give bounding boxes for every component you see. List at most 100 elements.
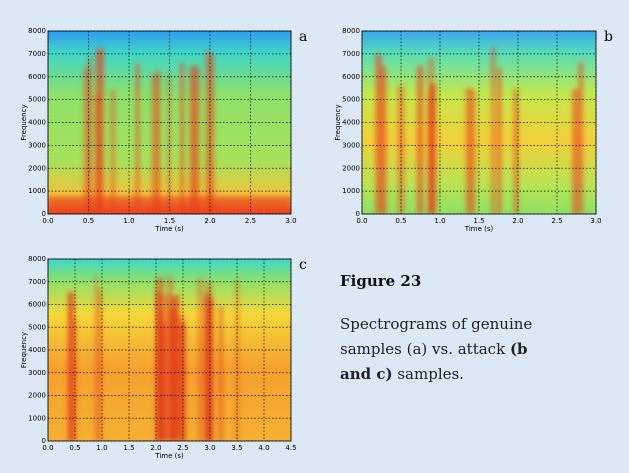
panel-letter: a	[299, 29, 307, 45]
y-tick-label: 1000	[28, 414, 46, 422]
stripe	[151, 73, 158, 214]
stripe	[205, 49, 211, 214]
y-tick-label: 3000	[28, 141, 46, 149]
x-tick-label: 0.5	[395, 217, 406, 225]
y-tick-label: 4000	[28, 346, 46, 354]
y-tick-label: 8000	[28, 255, 46, 263]
x-tick-label: 0.5	[83, 217, 94, 225]
caption-title: Figure 23	[340, 272, 422, 290]
x-tick-label: 0.0	[42, 444, 53, 452]
stripe	[94, 95, 100, 214]
stripe	[578, 62, 584, 214]
stripe	[205, 281, 212, 441]
y-tick-label: 3000	[28, 369, 46, 377]
x-tick-label: 1.0	[434, 217, 445, 225]
y-tick-label: 7000	[28, 278, 46, 286]
x-tick-label: 1.0	[123, 217, 134, 225]
x-tick-label: 3.5	[231, 444, 242, 452]
y-tick-label: 6000	[342, 73, 360, 81]
stripe	[67, 292, 74, 441]
stripe	[73, 318, 77, 441]
stripe	[208, 53, 215, 214]
stripe	[469, 89, 476, 214]
y-tick-label: 2000	[28, 392, 46, 400]
caption-text-part: Spectrograms of genuine samples (a) vs. …	[340, 315, 533, 358]
y-tick-label: 5000	[28, 96, 46, 104]
caption-text-part: samples.	[392, 365, 464, 383]
y-tick-label: 4000	[342, 119, 360, 127]
x-tick-label: 2.5	[245, 217, 256, 225]
y-tick-label: 1000	[28, 187, 46, 195]
stripe	[189, 66, 195, 214]
y-tick-label: 7000	[342, 50, 360, 58]
x-tick-label: 1.5	[473, 217, 484, 225]
stripe	[497, 68, 502, 214]
y-tick-label: 7000	[28, 50, 46, 58]
stripe	[192, 66, 200, 214]
x-tick-label: 3.0	[590, 217, 601, 225]
x-axis-label: Time (s)	[154, 225, 184, 233]
stripe	[428, 93, 432, 214]
y-tick-label: 0	[42, 210, 46, 218]
x-tick-label: 1.5	[164, 217, 175, 225]
y-tick-label: 5000	[342, 96, 360, 104]
x-tick-label: 0.5	[69, 444, 80, 452]
stripe	[98, 289, 102, 441]
caption-text: Spectrograms of genuine samples (a) vs. …	[340, 312, 560, 387]
band	[48, 196, 291, 214]
stripe	[572, 89, 579, 214]
y-tick-label: 1000	[342, 187, 360, 195]
y-tick-label: 0	[356, 210, 360, 218]
y-tick-label: 6000	[28, 73, 46, 81]
x-tick-label: 2.0	[150, 444, 161, 452]
stripe	[86, 57, 93, 214]
y-axis-label: Frequency	[20, 332, 28, 368]
stripe	[155, 277, 164, 441]
x-tick-label: 0.0	[42, 217, 53, 225]
x-tick-label: 3.0	[285, 217, 296, 225]
spectrogram-stripes	[48, 48, 291, 214]
stripe	[397, 85, 405, 214]
x-tick-label: 3.0	[204, 444, 215, 452]
x-tick-label: 0.0	[356, 217, 367, 225]
y-tick-label: 6000	[28, 301, 46, 309]
stripe	[380, 66, 387, 214]
y-tick-label: 4000	[28, 119, 46, 127]
y-tick-label: 2000	[342, 164, 360, 172]
spectrogram-stripes	[375, 47, 584, 214]
stripe	[175, 295, 180, 441]
y-tick-label: 0	[42, 437, 46, 445]
x-tick-label: 2.0	[512, 217, 523, 225]
x-axis-label: Time (s)	[154, 452, 184, 460]
x-tick-label: 4.5	[285, 444, 296, 452]
y-tick-label: 8000	[28, 27, 46, 35]
panel-letter: c	[299, 257, 307, 273]
x-tick-label: 1.0	[96, 444, 107, 452]
stripe	[135, 63, 140, 214]
stripe	[465, 87, 471, 214]
y-axis-label: Frequency	[20, 104, 28, 140]
y-tick-label: 2000	[28, 164, 46, 172]
stripe	[110, 90, 116, 214]
y-tick-label: 5000	[28, 323, 46, 331]
x-tick-label: 2.5	[177, 444, 188, 452]
stripe	[416, 65, 424, 214]
x-tick-label: 4.0	[258, 444, 269, 452]
stripe	[235, 280, 240, 441]
y-tick-label: 3000	[342, 141, 360, 149]
stripe	[428, 84, 437, 214]
x-tick-label: 1.5	[123, 444, 134, 452]
panel-letter: b	[604, 29, 613, 45]
stripe	[490, 47, 496, 214]
stripe	[170, 296, 178, 441]
x-tick-label: 2.0	[204, 217, 215, 225]
stripe	[94, 275, 98, 441]
stripe	[375, 53, 382, 214]
stripe	[180, 62, 184, 214]
caption-text-part: (b and c)	[340, 340, 528, 383]
x-axis-label: Time (s)	[464, 225, 494, 233]
stripe	[218, 305, 224, 441]
x-tick-label: 2.5	[551, 217, 562, 225]
stripe	[156, 71, 161, 214]
